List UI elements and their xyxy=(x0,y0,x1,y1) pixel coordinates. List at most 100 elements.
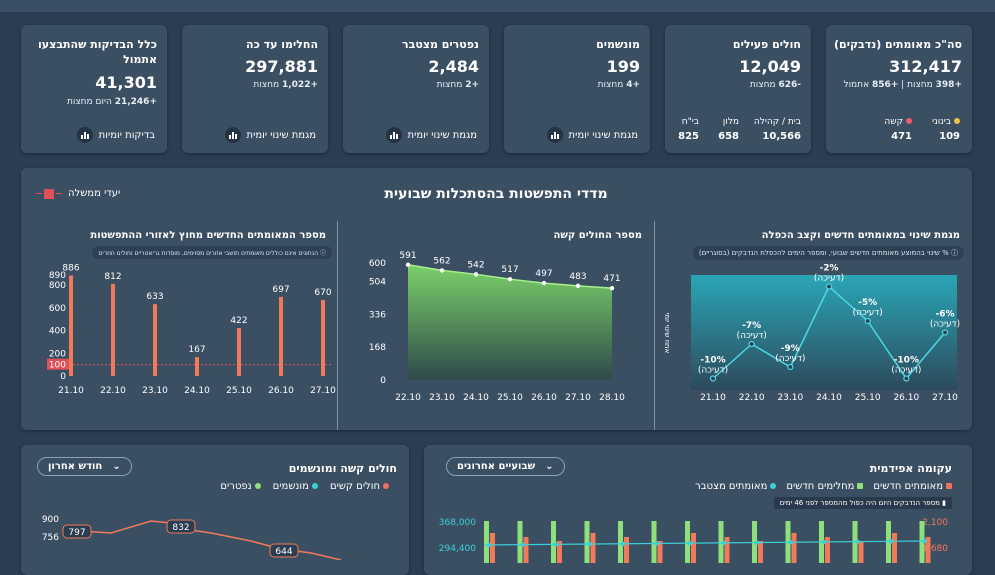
panel-title: מספר החולים קשה xyxy=(553,230,642,241)
recovered-bar xyxy=(584,521,590,563)
recovered-bar xyxy=(618,521,623,563)
x-tick: 24.10 xyxy=(463,393,489,403)
y-tick: 0 xyxy=(380,376,386,386)
x-tick: 22.10 xyxy=(395,393,421,403)
x-tick: 23.10 xyxy=(429,393,455,403)
kpi-confirmed: סה"כ מאומתים (נדבקים) 312,417 +398 מחצות… xyxy=(826,25,972,153)
moderate-dot-icon xyxy=(954,118,960,124)
legend-item[interactable]: נפטרים xyxy=(220,481,261,492)
legend-item[interactable]: מונשמים xyxy=(273,481,318,492)
bar xyxy=(279,296,283,376)
target-tick-bg xyxy=(47,358,69,370)
value-tag-label: 797 xyxy=(68,528,85,538)
new-confirmed-icon xyxy=(946,483,952,489)
confirmed-bar xyxy=(858,541,864,563)
trend-point xyxy=(709,375,717,382)
bar xyxy=(321,299,325,376)
info-icon: ⓘ xyxy=(951,249,958,257)
value-tag xyxy=(269,543,299,558)
y-tick: 800 xyxy=(49,281,66,291)
kpi-sub: -626 מחצות xyxy=(749,80,801,90)
info-note: ⓘ הנתונים אינם כוללים מאומתים תושבי אזור… xyxy=(92,246,332,259)
bar xyxy=(69,275,73,376)
kpi-hospital: בי"ח 825 xyxy=(678,117,699,142)
x-tick: 26.10 xyxy=(531,393,557,403)
recovered-bar xyxy=(651,521,657,563)
daily-trend-button[interactable]: מגמת שינוי יומית xyxy=(385,127,477,143)
period-dropdown[interactable]: חודש אחרון ⌄ xyxy=(37,457,132,476)
x-tick: 22.10 xyxy=(739,393,765,403)
divider xyxy=(337,221,338,430)
area-point xyxy=(609,285,615,291)
x-tick: 21.10 xyxy=(58,386,84,396)
trend-point xyxy=(903,375,910,382)
point-label: -10% xyxy=(894,356,919,366)
kpi-title: כלל הבדיקות שהתבצעו אתמול xyxy=(38,38,157,66)
bar-label: 697 xyxy=(272,285,289,295)
point-label: 542 xyxy=(467,260,484,270)
legend-item[interactable]: מאומתים מצטבר xyxy=(695,481,777,492)
y-axis-label: אחוז שינוי יומי xyxy=(663,313,671,354)
confirmed-bar xyxy=(691,533,696,563)
y-tick-right: 1,680 xyxy=(922,544,948,554)
ventilated-dot-icon xyxy=(311,483,318,489)
bar xyxy=(237,328,241,376)
y-tick-left: 294,400 xyxy=(439,544,476,554)
kpi-value: 2,484 xyxy=(428,57,479,76)
kpi-value: 297,881 xyxy=(245,57,318,76)
point-label: 497 xyxy=(535,269,552,279)
legend-item[interactable]: מאומתים חדשים xyxy=(873,481,952,492)
panel-title: מספר המאומתים החדשים מחוץ לאזורי ההתפשטו… xyxy=(90,230,326,241)
x-tick: 25.10 xyxy=(226,386,252,396)
severe-dot-icon xyxy=(383,483,389,489)
kpi-value: 312,417 xyxy=(889,57,962,76)
point-sublabel: (דעיכה) xyxy=(775,354,805,364)
x-tick: 27.10 xyxy=(310,386,336,396)
bar-label: 167 xyxy=(188,345,205,355)
kpi-severe: קשה 471 xyxy=(884,117,912,142)
area-point xyxy=(507,276,513,282)
bar xyxy=(195,357,199,376)
kpi-ventilated: מונשמים 199 +4 מחצות מגמת שינוי יומית xyxy=(504,25,650,153)
daily-trend-button[interactable]: מגמת שינוי יומית xyxy=(546,127,638,143)
x-tick: 21.10 xyxy=(700,393,726,403)
x-tick: 28.10 xyxy=(599,393,625,403)
cumulative-point xyxy=(922,538,927,544)
gov-targets-legend[interactable]: יעדי ממשלה xyxy=(36,188,120,199)
section-title: מדדי התפשטות בהסתכלות שבועית xyxy=(384,186,608,202)
point-label: -10% xyxy=(700,356,725,366)
value-tag xyxy=(62,524,92,539)
kpi-sub: +1,022 מחצות xyxy=(253,80,318,90)
y-tick: 100 xyxy=(49,361,66,371)
x-tick: 22.10 xyxy=(100,386,126,396)
daily-tests-button[interactable]: בדיקות יומיות xyxy=(76,127,155,143)
period-dropdown[interactable]: שבועיים אחרונים ⌄ xyxy=(446,457,565,476)
area-point xyxy=(405,262,411,267)
y-tick: 900 xyxy=(42,515,59,525)
cumulative-line xyxy=(483,540,925,546)
y-tick: 400 xyxy=(49,327,66,337)
bar-chart-icon xyxy=(76,127,93,143)
confirmed-bar xyxy=(490,533,495,563)
x-tick: 25.10 xyxy=(497,393,523,403)
legend-item[interactable]: מחלימים חדשים xyxy=(786,481,864,492)
recovered-bar xyxy=(886,521,891,563)
recovered-bar xyxy=(685,521,690,563)
kpi-tests: כלל הבדיקות שהתבצעו אתמול 41,301 +21,246… xyxy=(21,25,167,153)
area-point xyxy=(541,280,547,286)
trend-point xyxy=(864,317,871,325)
card-title: עקומה אפידמית xyxy=(869,462,952,475)
point-label: -7% xyxy=(742,321,761,331)
daily-trend-button[interactable]: מגמת שינוי יומית xyxy=(224,127,316,143)
confirmed-bar xyxy=(557,541,562,563)
kpi-sub: +4 מחצות xyxy=(597,80,640,90)
confirmed-bar xyxy=(791,533,797,563)
panel-title: מגמת שינוי במאומתים חדשים וקצב הכפלה xyxy=(761,230,960,241)
point-label: 471 xyxy=(603,274,620,284)
point-label: 591 xyxy=(399,251,416,261)
y-tick: 0 xyxy=(60,372,66,382)
legend-item[interactable]: חולים קשים xyxy=(330,481,389,492)
confirmed-bar xyxy=(724,537,730,563)
cumulative-dot-icon xyxy=(770,483,777,489)
top-bar xyxy=(0,0,995,12)
